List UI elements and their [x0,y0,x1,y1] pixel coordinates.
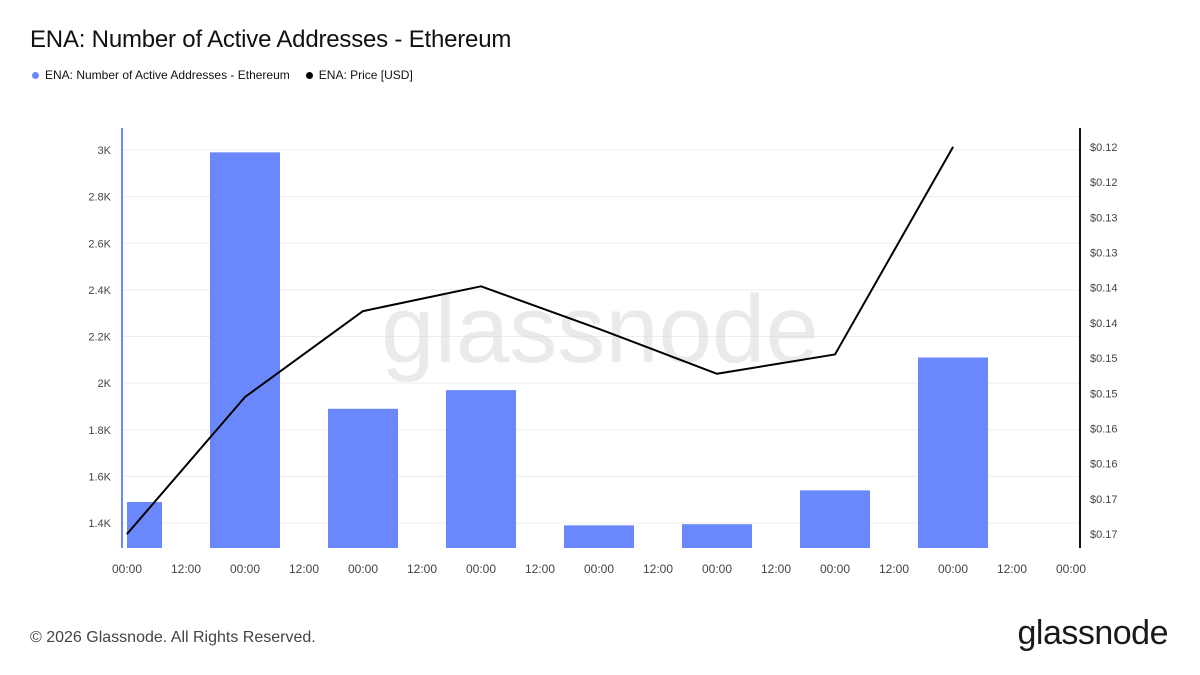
x-axis: 00:00 12:00 00:00 12:00 00:00 12:00 00:00 12:00… [112,562,1086,576]
x-tick-label-11: 12:00 [761,562,791,576]
legend-dot-price [305,71,313,79]
legend: ENA: Number of Active Addresses - Ethere… [32,68,413,82]
x-tick-label-9: 12:00 [643,562,673,576]
x-tick-label-0: 00:00 [112,562,142,576]
price-point-6 [834,353,836,355]
bar-series [127,152,988,549]
left-tick-label-7: 2.8K [88,192,111,204]
left-tick-label-8: 3K [98,145,112,157]
left-tick-label-4: 2.2K [88,332,111,344]
legend-label-price: ENA: Price [USD] [318,68,413,82]
left-tick-label-3: 2K [98,378,112,390]
right-tick-label-11: $0.12 [1090,142,1118,154]
legend-item-price[interactable]: ENA: Price [USD] [305,68,413,82]
x-tick-label-13: 12:00 [879,562,909,576]
right-tick-label-6: $0.14 [1090,318,1118,330]
right-tick-label-2: $0.16 [1090,459,1118,471]
legend-dot-active-addresses [32,71,39,79]
bar-1 [210,152,280,549]
right-tick-label-9: $0.13 [1090,212,1118,224]
right-tick-label-4: $0.15 [1090,388,1118,400]
price-point-4 [598,328,600,330]
x-tick-label-4: 00:00 [348,562,378,576]
price-point-2 [362,310,364,312]
left-tick-label-2: 1.8K [88,425,111,437]
right-tick-label-0: $0.17 [1090,529,1118,541]
x-tick-label-8: 00:00 [584,562,614,576]
x-tick-label-14: 00:00 [938,562,968,576]
right-tick-label-5: $0.15 [1090,353,1118,365]
bar-0 [127,502,162,548]
price-line [126,146,954,535]
left-tick-label-0: 1.4K [88,518,111,530]
glassnode-logo[interactable]: glassnode [1017,614,1168,652]
left-tick-label-1: 1.6K [88,471,111,483]
left-tick-label-6: 2.6K [88,238,111,250]
price-point-7 [952,146,954,148]
legend-item-active-addresses[interactable]: ENA: Number of Active Addresses - Ethere… [32,68,290,82]
bar-3 [446,390,516,548]
copyright-text: © 2026 Glassnode. All Rights Reserved. [30,629,316,646]
right-tick-label-8: $0.13 [1090,248,1118,260]
price-point-3 [480,285,482,287]
right-tick-label-10: $0.12 [1090,177,1118,189]
price-series [126,146,954,535]
right-tick-label-1: $0.17 [1090,494,1118,506]
left-axis: 1.4K 1.6K 1.8K 2K 2.2K 2.4K 2.6K 2.8K 3K [88,128,123,548]
x-tick-label-7: 12:00 [525,562,555,576]
price-point-1 [244,396,246,398]
x-tick-label-5: 12:00 [407,562,437,576]
left-tick-label-5: 2.4K [88,285,111,297]
bar-4 [564,525,634,548]
x-tick-label-10: 00:00 [702,562,732,576]
price-point-5 [716,373,718,375]
legend-label-active-addresses: ENA: Number of Active Addresses - Ethere… [45,68,290,82]
bar-2 [328,408,398,548]
bar-5 [682,524,752,548]
x-tick-label-15: 12:00 [997,562,1027,576]
right-tick-label-7: $0.14 [1090,283,1118,295]
x-tick-label-16: 00:00 [1056,562,1086,576]
x-tick-label-12: 00:00 [820,562,850,576]
right-axis: $0.17 $0.17 $0.16 $0.16 $0.15 $0.15 $0.14 $0.14… [1079,128,1118,548]
right-tick-label-3: $0.16 [1090,423,1118,435]
x-tick-label-2: 00:00 [230,562,260,576]
bar-7 [918,357,988,548]
x-tick-label-6: 00:00 [466,562,496,576]
bar-6 [800,490,870,548]
chart-title: ENA: Number of Active Addresses - Ethere… [30,26,512,53]
price-point-0 [126,533,128,535]
x-tick-label-1: 12:00 [171,562,201,576]
x-tick-label-3: 12:00 [289,562,319,576]
